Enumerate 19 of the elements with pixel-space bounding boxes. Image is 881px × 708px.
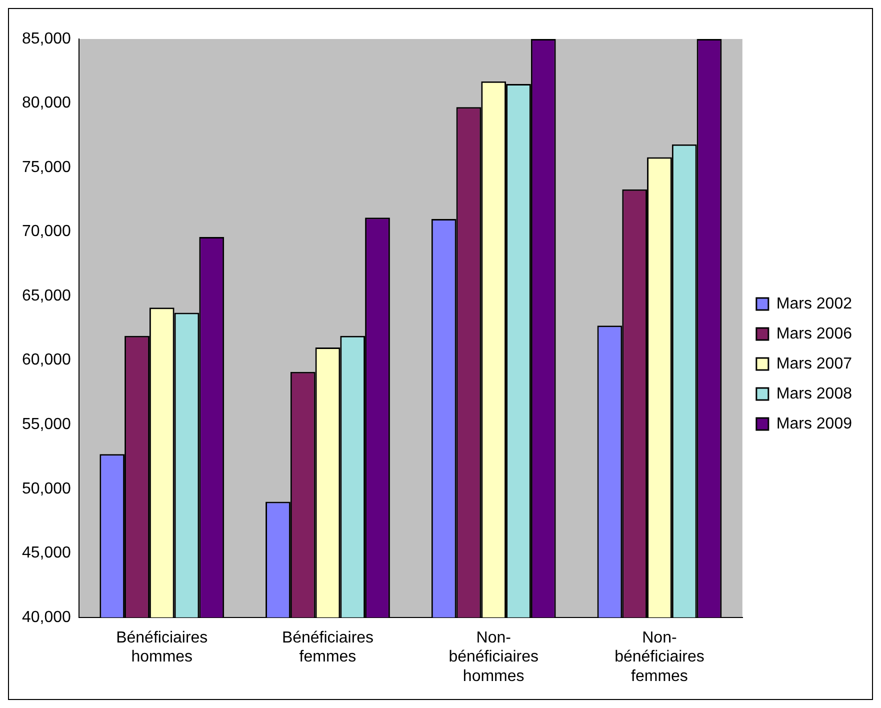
- y-tick-label: 85,000: [22, 30, 72, 48]
- y-tick-label: 55,000: [22, 416, 72, 434]
- legend-label: Mars 2009: [776, 415, 852, 432]
- y-tick-label: 70,000: [22, 223, 72, 240]
- y-tick-label: 50,000: [22, 480, 72, 498]
- y-tick-label: 65,000: [22, 287, 72, 304]
- x-tick-label: Bénéficiaires femmes: [282, 629, 374, 666]
- legend-label: Mars 2002: [776, 295, 852, 312]
- x-tick-label: Non-bénéficiaires hommes: [448, 629, 539, 685]
- legend-label: Mars 2007: [776, 355, 852, 372]
- x-tick-label: Non-bénéficiaires femmes: [614, 629, 704, 685]
- y-tick-label: 40,000: [22, 608, 72, 626]
- y-tick-label: 45,000: [22, 544, 72, 562]
- legend-label: Mars 2008: [776, 385, 852, 402]
- x-tick-label: Bénéficiaires hommes: [116, 629, 208, 666]
- y-tick-label: 75,000: [22, 158, 72, 176]
- y-tick-label: 60,000: [22, 352, 72, 369]
- y-tick-label: 80,000: [22, 94, 72, 112]
- legend-label: Mars 2006: [776, 325, 852, 342]
